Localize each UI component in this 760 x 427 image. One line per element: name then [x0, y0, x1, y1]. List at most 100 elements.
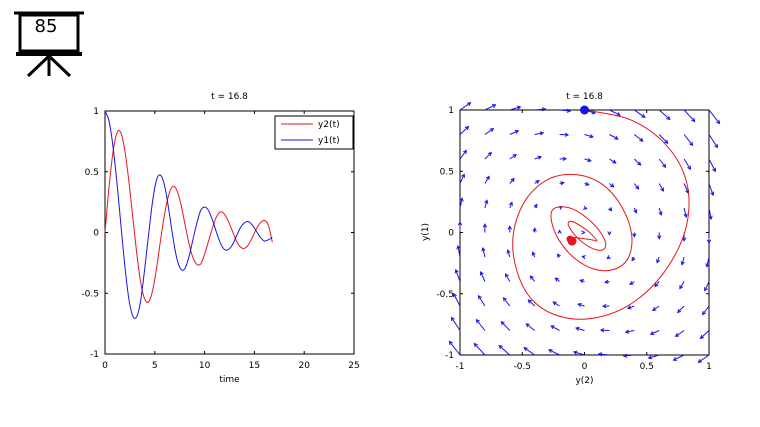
field-arrow	[658, 109, 671, 120]
field-arrowhead	[448, 340, 453, 345]
x-tick-label: 25	[348, 361, 359, 371]
field-arrowhead	[656, 259, 661, 264]
field-arrowhead	[560, 181, 565, 186]
field-arrowhead	[689, 141, 694, 147]
field-arrow	[598, 353, 610, 356]
y-tick-label: 0	[93, 229, 99, 239]
field-arrow	[681, 256, 685, 265]
field-arrowhead	[481, 247, 486, 252]
field-arrowhead	[622, 353, 628, 358]
timeseries-chart: t = 16.8 time 0 5 10 15 20 25 -1 -0.5 0 0.5 1 y2(…	[81, 92, 359, 385]
field-arrowhead	[697, 358, 702, 363]
field-arrowhead	[705, 263, 710, 268]
field-arrowhead	[699, 334, 705, 340]
presentation-board-shape	[14, 11, 84, 78]
field-arrowhead	[581, 255, 586, 260]
field-arrowhead	[631, 257, 636, 262]
field-arrow	[484, 176, 490, 184]
field-arrowhead	[597, 352, 603, 357]
field-arrow	[625, 330, 635, 333]
field-arrowhead	[562, 156, 567, 162]
field-arrowhead	[706, 239, 712, 244]
field-arrowhead	[583, 205, 588, 210]
field-arrowhead	[629, 281, 634, 286]
field-arrow	[509, 178, 515, 184]
field-arrowhead	[647, 355, 653, 360]
timeseries-series	[104, 110, 273, 319]
field-arrowhead	[482, 223, 488, 228]
start-point-marker	[580, 105, 589, 115]
field-arrowhead	[453, 292, 457, 298]
field-arrow	[459, 174, 465, 184]
field-arrowhead	[572, 350, 578, 355]
y-tick-label: -0.5	[436, 290, 454, 300]
timeseries-legend: y2(t) y1(t)	[274, 115, 354, 150]
field-arrowhead	[710, 191, 715, 197]
field-arrow	[633, 134, 644, 142]
field-arrow	[683, 183, 689, 194]
field-arrowhead	[548, 349, 553, 353]
field-arrowhead	[506, 249, 511, 254]
field-arrowhead	[454, 268, 459, 274]
field-arrowhead	[658, 211, 663, 216]
field-arrow	[482, 247, 486, 258]
field-arrowhead	[531, 251, 536, 256]
field-arrowhead	[505, 273, 509, 278]
trajectory-line	[512, 109, 690, 320]
field-arrowhead	[525, 323, 530, 328]
field-arrowhead	[624, 329, 630, 334]
field-arrow	[700, 330, 710, 339]
legend-label-y1: y1(t)	[318, 136, 340, 146]
field-arrow	[683, 158, 691, 170]
field-arrowhead	[484, 199, 489, 204]
x-tick-label: -0.5	[513, 362, 531, 372]
field-arrow	[476, 319, 486, 331]
x-tick-label: 0	[102, 361, 108, 371]
field-arrow	[609, 134, 619, 140]
timeseries-xlabel: time	[219, 375, 240, 385]
field-arrow	[500, 321, 511, 331]
field-arrow	[658, 207, 662, 216]
field-arrow	[609, 158, 617, 164]
field-arrow	[683, 207, 687, 218]
field-arrow	[552, 301, 560, 307]
field-arrow	[650, 330, 660, 335]
phase-trajectory	[512, 109, 690, 320]
field-arrow	[528, 299, 536, 307]
field-arrow	[457, 245, 461, 258]
field-arrowhead	[577, 302, 582, 307]
field-arrowhead	[566, 108, 572, 113]
field-arrowhead	[564, 132, 570, 137]
field-arrow	[623, 354, 635, 357]
y-tick-label: -1	[445, 351, 454, 361]
phase-ylabel: y(1)	[421, 223, 431, 241]
field-arrowhead	[660, 187, 664, 192]
field-arrow	[507, 249, 511, 258]
field-arrowhead	[537, 155, 543, 160]
field-arrow	[459, 126, 469, 135]
field-arrowhead	[614, 135, 619, 140]
field-arrowhead	[527, 299, 532, 304]
field-arrowhead	[459, 197, 464, 202]
field-arrowhead	[651, 307, 657, 311]
field-arrowhead	[557, 229, 562, 234]
field-arrow	[451, 317, 461, 331]
field-arrowhead	[683, 213, 688, 218]
field-arrowhead	[635, 185, 640, 190]
field-arrowhead	[607, 231, 612, 236]
field-arrow	[673, 354, 685, 361]
field-arrow	[627, 305, 635, 309]
field-arrowhead	[680, 261, 685, 266]
field-arrow	[534, 108, 546, 111]
field-arrowhead	[657, 235, 662, 240]
field-arrowhead	[475, 318, 480, 324]
phase-title: t = 16.8	[566, 92, 603, 102]
field-arrow	[708, 134, 718, 148]
phase-xlabel: y(2)	[575, 376, 593, 386]
field-arrow	[550, 325, 560, 331]
field-arrow	[459, 198, 463, 209]
y-tick-label: 0	[448, 229, 454, 239]
field-arrowhead	[502, 297, 507, 302]
field-arrowhead	[450, 316, 455, 322]
field-arrow	[708, 109, 720, 124]
